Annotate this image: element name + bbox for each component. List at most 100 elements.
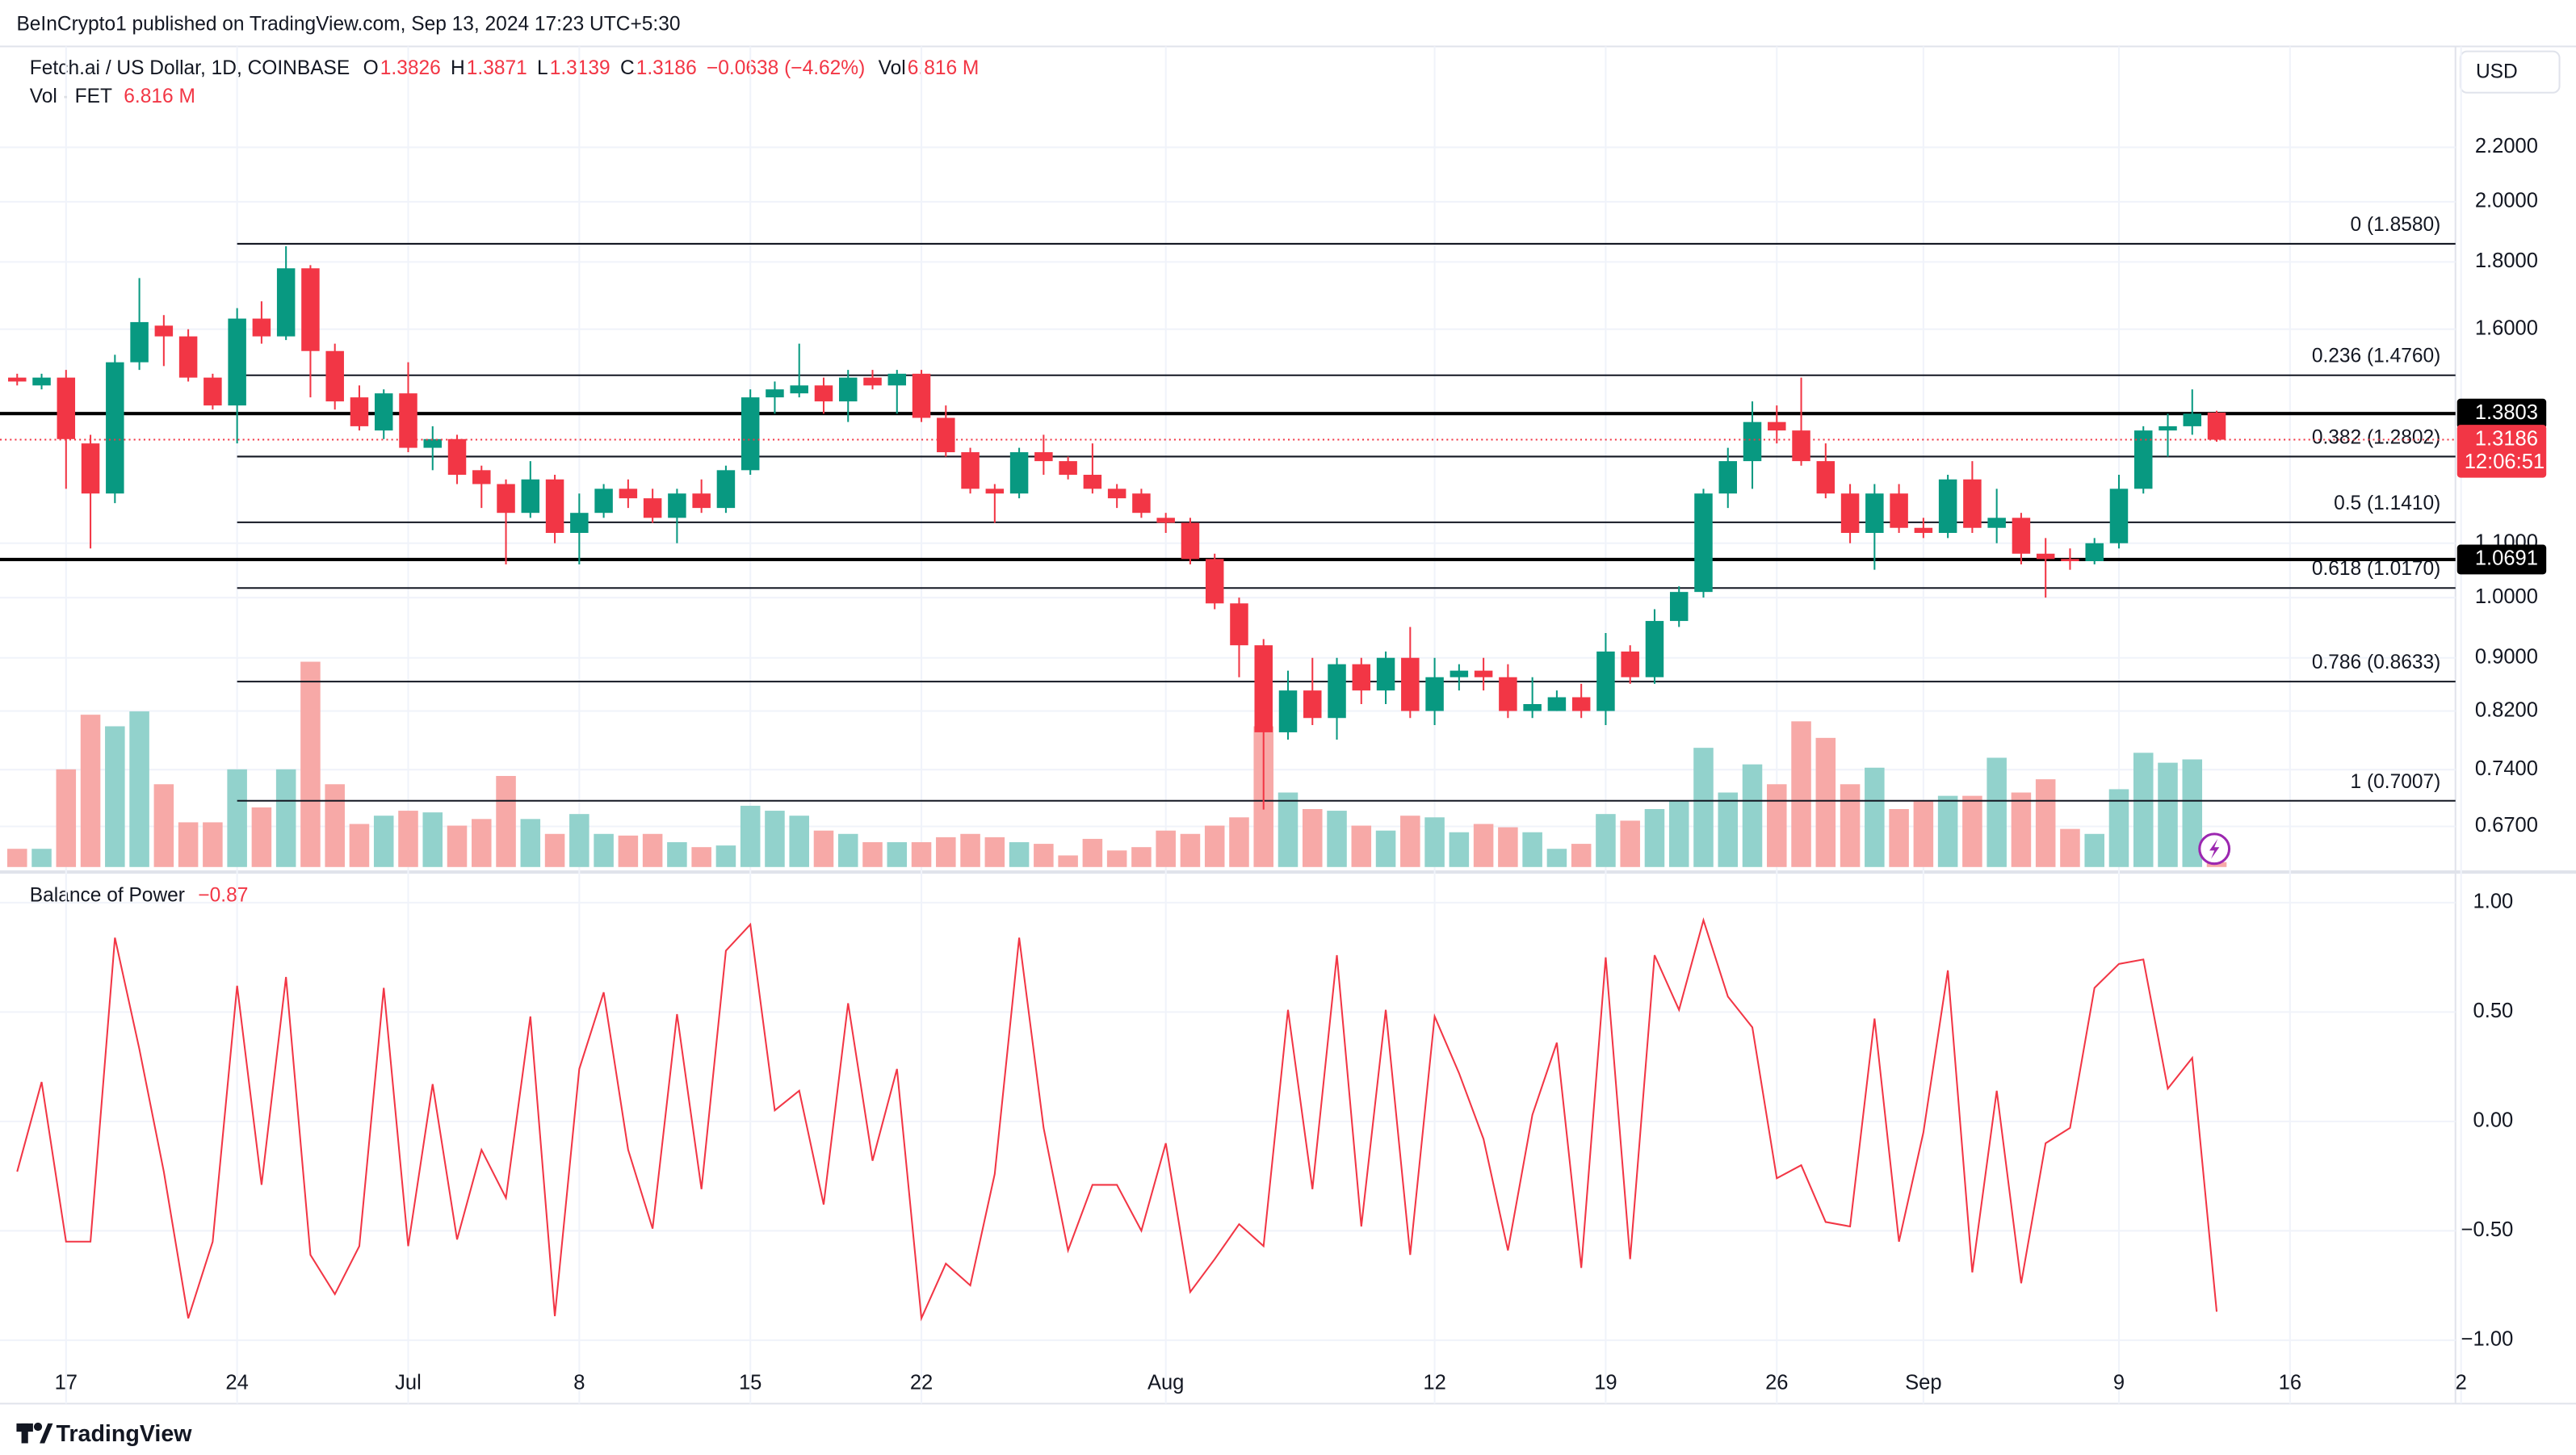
volume-bar <box>1180 833 1201 867</box>
volume-bar <box>911 842 932 867</box>
volume-bar <box>1596 814 1616 867</box>
volume-bar <box>691 847 711 867</box>
volume-bar <box>1278 792 1298 867</box>
x-tick-label: 22 <box>910 1372 933 1394</box>
candle-body <box>8 377 27 382</box>
candle-body <box>2159 426 2177 431</box>
volume-bar <box>251 807 272 867</box>
volume-bar <box>1693 748 1714 867</box>
volume-bar <box>2035 779 2056 867</box>
candle-body <box>154 325 174 337</box>
fib-label: 1 (0.7007) <box>2351 771 2441 793</box>
brand-logo <box>16 1422 53 1444</box>
candle-body <box>838 377 858 402</box>
logo-stem <box>21 1423 28 1444</box>
y-tick-label: 0.9000 <box>2475 645 2538 668</box>
y-tick-label: 2.2000 <box>2475 135 2538 157</box>
x-tick-label: 9 <box>2113 1372 2125 1394</box>
candle-body <box>521 479 540 514</box>
candle-body <box>1669 592 1689 622</box>
x-tick-label: 16 <box>2279 1372 2301 1394</box>
alert-bolt[interactable] <box>2209 839 2220 859</box>
candle-body <box>2133 430 2153 489</box>
volume-bar <box>105 726 125 867</box>
x-tick-label: 17 <box>55 1372 78 1394</box>
candle-body <box>692 493 711 509</box>
volume-bar <box>153 784 174 867</box>
candle-body <box>1450 670 1469 677</box>
volume-bar <box>789 816 809 867</box>
candle-body <box>985 488 1005 494</box>
level-label: 1.0691 <box>2475 547 2538 570</box>
volume-legend: Vol · FET 6.816 M <box>30 86 195 107</box>
close-key: C <box>620 58 635 80</box>
volume-bar <box>1962 795 1982 867</box>
volume-bar <box>642 833 663 867</box>
volume-bar <box>1204 825 1225 867</box>
candle-body <box>716 470 736 509</box>
volume-bar <box>1644 809 1665 867</box>
published-note: BeInCrypto1 published on TradingView.com… <box>16 13 680 35</box>
volume-bar <box>422 812 443 867</box>
volume-bar <box>984 837 1005 867</box>
volume-bar <box>667 842 687 867</box>
x-tick-label: 19 <box>1594 1372 1617 1394</box>
volume-bar <box>1106 850 1127 867</box>
volume-bar <box>2158 762 2178 867</box>
volume-bar <box>1767 784 1787 867</box>
candle-body <box>1963 479 1982 528</box>
volume-bar <box>765 811 785 867</box>
currency[interactable]: USD <box>2476 61 2518 83</box>
volume-bar <box>544 833 565 867</box>
candle-body <box>1840 493 1860 534</box>
candle-body <box>301 268 320 351</box>
x-tick-label: 2 <box>2456 1372 2467 1394</box>
volume-bar <box>1034 844 1054 867</box>
indicator-value: −0.87 <box>198 885 248 907</box>
volume-bar <box>936 837 956 867</box>
candle-body <box>423 438 443 448</box>
volume-bar <box>1327 811 1347 867</box>
symbol: Fetch.ai / US Dollar, 1D, COINBASE <box>30 58 350 80</box>
candle-body <box>1914 527 1933 534</box>
volume-bar <box>300 661 321 867</box>
volume-bar <box>325 784 345 867</box>
candle-body <box>1132 493 1151 514</box>
volume-value: 6.816 M <box>124 86 195 107</box>
volume-bar <box>1620 820 1640 867</box>
candle-body <box>1009 452 1029 494</box>
candle-body <box>790 385 808 394</box>
open-value: 1.3826 <box>380 58 441 80</box>
candle-body <box>1987 518 2006 528</box>
level-label-box <box>2456 544 2547 575</box>
candle-body <box>668 493 686 518</box>
last-price-box <box>2456 425 2547 478</box>
volume-bar <box>129 711 149 867</box>
candle-body <box>350 397 369 426</box>
close-value: 1.3186 <box>636 58 697 80</box>
volume-bar <box>1400 816 1420 867</box>
x-tick-label: 12 <box>1423 1372 1445 1394</box>
indicator-line <box>16 917 2218 1322</box>
low-key: L <box>537 58 548 80</box>
candle-body <box>1694 493 1713 593</box>
volume-bar <box>837 833 858 867</box>
candle-body <box>1156 518 1175 523</box>
volume-bar <box>1351 825 1372 867</box>
alert-icon[interactable] <box>2198 832 2231 866</box>
candle-body <box>1303 690 1322 719</box>
volume-bar <box>56 769 77 867</box>
candle-body <box>276 268 296 337</box>
volume-bar <box>1865 767 1885 867</box>
volume-bar <box>1498 827 1518 867</box>
volume-bar <box>2011 792 2032 867</box>
volume-bar <box>715 845 736 867</box>
candle-body <box>1890 493 1908 528</box>
candle-body <box>1645 621 1664 677</box>
volume-bar <box>1668 800 1689 867</box>
candle-body <box>1083 475 1102 489</box>
y-tick-label: 0.7400 <box>2475 757 2538 780</box>
last-price-label: 1.3186 <box>2475 427 2538 450</box>
y-tick-label: −0.50 <box>2461 1218 2514 1241</box>
